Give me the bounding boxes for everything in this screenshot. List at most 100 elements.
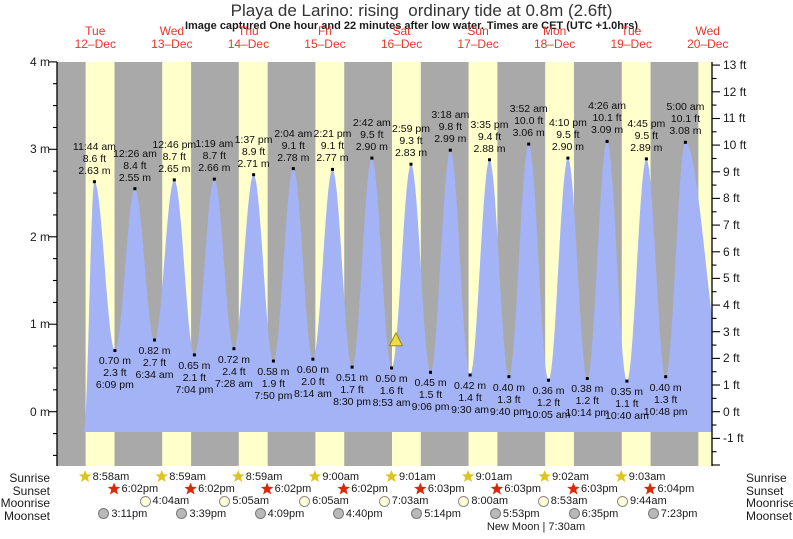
moonrise-entry: 6:05am (299, 495, 349, 507)
annotation-line: 9.1 ft (281, 139, 305, 152)
annotation-line: 1.6 ft (379, 384, 404, 397)
moonset-entry: 7:23pm (647, 508, 697, 520)
annotation-line: 10:05 am (526, 409, 571, 422)
almanac-row-label-left: Sunrise (9, 471, 50, 485)
tide-high-annotation: 2:04 am 9.1 ft 2.78 m (274, 128, 312, 164)
day-date: 17–Dec (457, 37, 499, 51)
annotation-line: 4:45 pm (627, 117, 666, 130)
moonrise-entry: 4:04am (139, 495, 190, 507)
annotation-line: 8.4 ft (123, 159, 147, 172)
annotation-line: 7:50 pm (254, 389, 293, 402)
annotation-line: 11:44 am (72, 140, 116, 153)
annotation-line: 2.90 m (355, 141, 388, 154)
moonset-icon (411, 508, 423, 519)
tide-extreme-dot (153, 338, 156, 342)
sunset-icon (260, 482, 274, 495)
tide-low-annotation: 0.72 m 2.4 ft 7:28 am (215, 354, 253, 390)
sunrise-icon (78, 470, 92, 482)
left-axis-label: 4 m (29, 54, 50, 69)
almanac-time: 8:00am (471, 495, 509, 507)
tide-extreme-dot (271, 359, 275, 363)
right-axis-label: 1 ft (723, 378, 740, 393)
tide-extreme-dot (625, 379, 629, 383)
annotation-line: 2:21 pm (313, 128, 352, 141)
annotation-line: 0.36 m (532, 385, 565, 398)
moonrise-entry: 9:44am (616, 495, 667, 507)
moonset-entry: 5:53pm (489, 508, 540, 520)
annotation-line: 10.1 ft (592, 112, 622, 125)
sunset-entry: 6:02pm (184, 482, 235, 496)
annotation-line: 1.7 ft (340, 384, 364, 397)
tide-extreme-dot (605, 139, 609, 143)
almanac-time: 9:03am (628, 470, 666, 483)
sunrise-entry: 8:59am (155, 470, 206, 483)
moonset-entry: 6:35pm (568, 507, 619, 520)
annotation-line: 2:04 am (274, 127, 313, 140)
tide-low-annotation: 0.35 m 1.1 ft 10:40 am (605, 386, 649, 422)
annotation-line: 2.88 m (473, 142, 506, 155)
tide-high-annotation: 2:59 pm 9.3 ft 2.83 m (392, 123, 430, 159)
tide-extreme-dot (331, 167, 334, 171)
sunset-icon (414, 482, 427, 495)
left-axis-label: 1 m (29, 317, 50, 332)
left-axis-label: 3 m (29, 142, 50, 157)
annotation-line: 8:30 pm (333, 396, 372, 409)
moonset-icon (98, 508, 110, 519)
almanac-row-label-right: Moonset (746, 508, 793, 523)
moonrise-entry: 5:05am (219, 495, 269, 507)
almanac-time: 6:03pm (427, 483, 465, 495)
almanac-time: 8:59am (169, 470, 206, 483)
almanac-time: 5:14pm (424, 507, 461, 520)
tide-high-annotation: 3:35 pm 9.4 ft 2.88 m (471, 119, 509, 155)
moonset-icon (332, 508, 344, 519)
tide-low-annotation: 0.38 m 1.2 ft 10:14 pm (565, 383, 609, 419)
sunrise-entry: 9:02am (538, 470, 589, 483)
annotation-line: 8.6 ft (82, 152, 107, 165)
moonrise-icon (139, 495, 151, 507)
annotation-line: 1.2 ft (536, 397, 561, 410)
day-date: 18–Dec (533, 37, 576, 51)
tide-extreme-dot (664, 375, 668, 379)
tide-extreme-dot (644, 157, 648, 161)
sunrise-icon (155, 470, 168, 482)
annotation-line: 2:42 am (352, 117, 391, 130)
annotation-line: 2.0 ft (301, 376, 325, 389)
almanac-time: 9:02am (552, 470, 589, 483)
almanac-time: 6:35pm (581, 507, 619, 520)
tide-extreme-dot (448, 148, 452, 152)
tide-extreme-dot (468, 373, 472, 377)
tide-low-annotation: 0.45 m 1.5 ft 9:06 pm (412, 377, 450, 413)
sunrise-entry: 9:01am (461, 470, 512, 483)
moonrise-icon (219, 495, 231, 507)
almanac-row-label-left: Moonrise (0, 496, 50, 510)
almanac-row-label-right: Sunset (746, 483, 784, 498)
sunrise-entry: 9:01am (385, 470, 436, 483)
moonset-entry: 4:40pm (332, 508, 383, 520)
annotation-line: 2.71 m (237, 157, 270, 170)
moonrise-icon (458, 495, 470, 507)
tide-low-annotation: 0.40 m 1.3 ft 10:48 pm (644, 382, 688, 418)
tide-extreme-dot (350, 365, 354, 369)
tide-high-annotation: 2:42 am 9.5 ft 2.90 m (353, 117, 391, 153)
tide-extreme-dot (212, 177, 216, 181)
annotation-line: 2.4 ft (222, 365, 246, 378)
almanac-time: 6:02pm (198, 483, 235, 495)
annotation-line: 1.5 ft (418, 389, 443, 402)
annotation-line: 9.4 ft (477, 130, 502, 143)
almanac-time: 4:04am (152, 495, 190, 507)
right-axis-label: 6 ft (723, 244, 740, 259)
moonset-entry: 4:09pm (254, 508, 304, 520)
annotation-line: 1:37 pm (234, 133, 273, 146)
right-axis-label: 12 ft (723, 84, 747, 99)
annotation-line: 2.78 m (277, 151, 310, 164)
sunset-icon (567, 482, 580, 495)
annotation-line: 2.1 ft (182, 371, 207, 384)
almanac-time: 6:02pm (351, 483, 388, 495)
day-name: Sat (392, 24, 411, 38)
annotation-line: 5:00 am (666, 101, 705, 114)
almanac-time: 3:11pm (111, 507, 148, 520)
right-axis-label: 4 ft (723, 298, 740, 313)
annotation-line: 0.40 m (649, 381, 682, 394)
annotation-line: 9.8 ft (438, 121, 462, 134)
tide-low-annotation: 0.60 m 2.0 ft 8:14 am (294, 364, 332, 400)
